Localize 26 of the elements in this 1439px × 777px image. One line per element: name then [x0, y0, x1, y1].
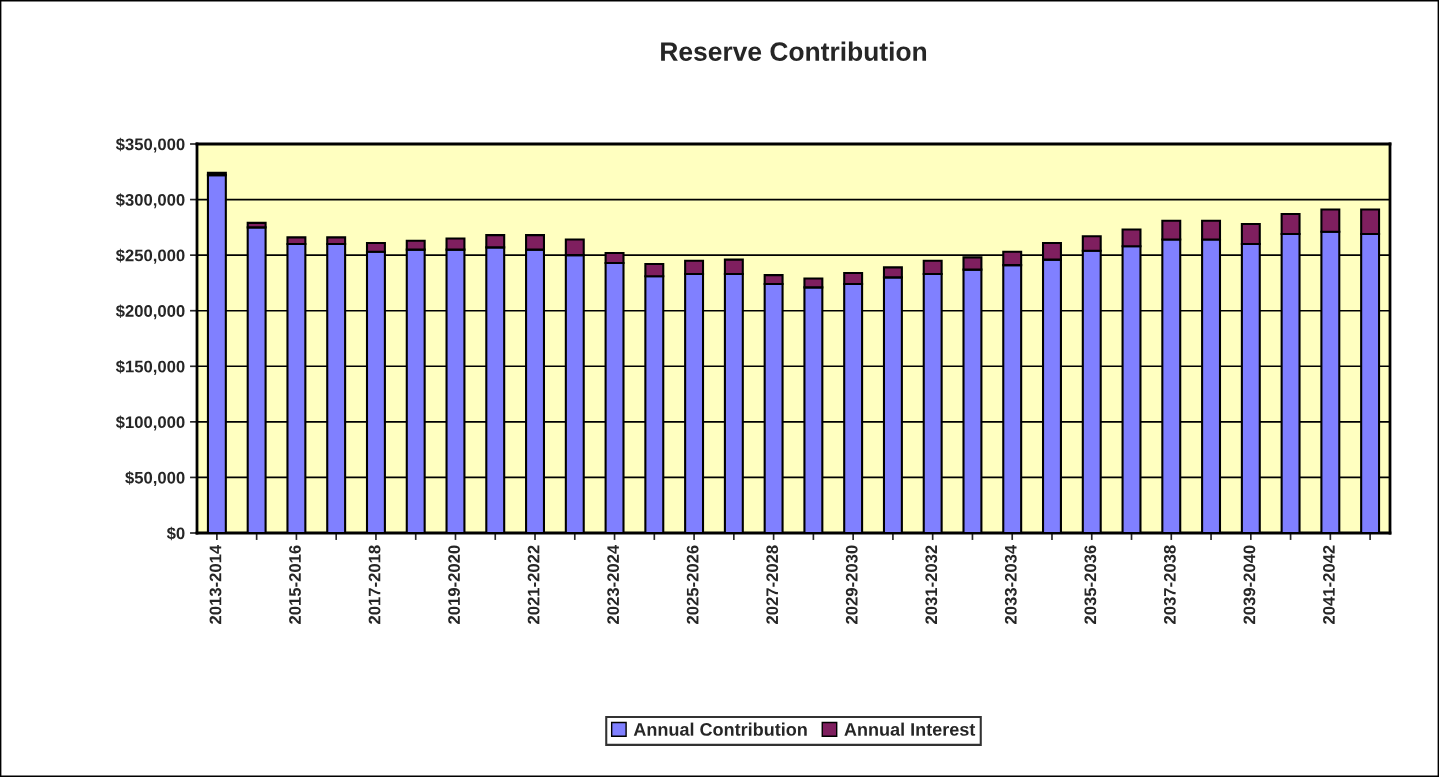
y-tick-label: $100,000: [115, 415, 185, 431]
chart-title: Reserve Contribution: [661, 41, 927, 61]
x-tick-label: 2021-2022: [527, 545, 540, 624]
x-tick-label: 2015-2016: [289, 545, 301, 624]
y-tick-label: $200,000: [115, 304, 185, 320]
x-tick-label: 2023-2024: [607, 544, 620, 624]
x-tick-label: 2013-2014: [209, 544, 222, 624]
y-tick-label: $150,000: [115, 359, 185, 375]
y-tick-label: $250,000: [115, 248, 185, 264]
legend-label: Annual Interest: [844, 722, 976, 736]
x-tick-label: 2035-2036: [1084, 545, 1097, 624]
x-tick-label: 2017-2018: [368, 545, 381, 624]
x-tick-label: 2031-2032: [925, 545, 938, 624]
y-tick-label: $300,000: [115, 193, 185, 209]
x-tick-label: 2025-2026: [686, 545, 699, 624]
y-tick-label: $50,000: [125, 471, 185, 487]
x-tick-label: 2029-2030: [845, 545, 858, 624]
y-tick-label: $0: [166, 526, 185, 541]
x-tick-label: 2037-2038: [1163, 545, 1176, 624]
legend-label: Annual Contribution: [633, 722, 807, 736]
x-tick-label: 2019-2020: [448, 545, 460, 624]
x-tick-label: 2027-2028: [766, 545, 779, 624]
x-tick-label: 2033-2034: [1004, 544, 1017, 624]
x-tick-label: 2041-2042: [1323, 545, 1335, 624]
y-tick-label: $350,000: [115, 137, 185, 153]
x-tick-label: 2039-2040: [1243, 545, 1256, 624]
